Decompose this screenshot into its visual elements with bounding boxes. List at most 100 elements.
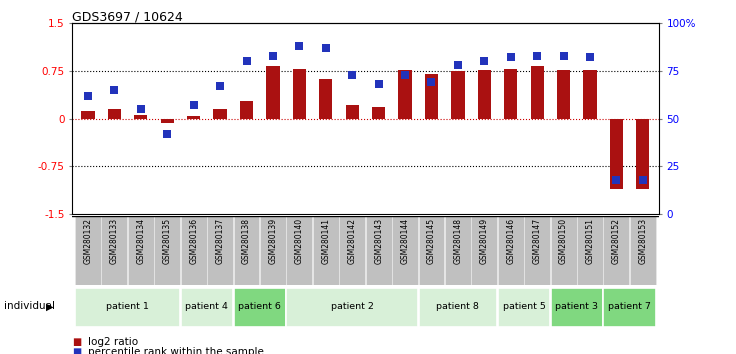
Text: patient 2: patient 2 (330, 302, 374, 311)
Bar (339, 216, 365, 285)
Bar (233, 216, 260, 285)
Bar (233, 289, 286, 327)
Bar (610, 119, 623, 189)
Text: GSM280138: GSM280138 (242, 218, 251, 264)
Text: patient 4: patient 4 (185, 302, 228, 311)
Point (399, 72, 411, 78)
Text: GSM280144: GSM280144 (400, 218, 409, 264)
Bar (630, 216, 656, 285)
Bar (478, 69, 491, 119)
Point (214, 83, 226, 89)
Text: GSM280136: GSM280136 (189, 218, 198, 264)
Text: patient 1: patient 1 (106, 302, 149, 311)
Point (611, 177, 623, 183)
Point (135, 106, 146, 112)
Point (161, 131, 173, 137)
Text: ▶: ▶ (46, 301, 53, 311)
Point (425, 79, 437, 85)
Text: GSM280132: GSM280132 (83, 218, 93, 264)
Text: GSM280141: GSM280141 (322, 218, 330, 264)
Text: patient 7: patient 7 (608, 302, 651, 311)
Text: GSM280142: GSM280142 (347, 218, 357, 264)
Point (452, 62, 464, 68)
Bar (286, 216, 312, 285)
Text: individual: individual (4, 301, 54, 311)
Text: GSM280140: GSM280140 (295, 218, 304, 264)
Point (267, 53, 279, 58)
Bar (425, 74, 438, 119)
Text: log2 ratio: log2 ratio (88, 337, 138, 347)
Text: ■: ■ (72, 347, 82, 354)
Bar (187, 116, 200, 119)
Bar (419, 289, 498, 327)
Text: GSM280145: GSM280145 (427, 218, 436, 264)
Text: patient 6: patient 6 (238, 302, 281, 311)
Text: GSM280146: GSM280146 (506, 218, 515, 264)
Bar (346, 104, 359, 119)
Text: GSM280137: GSM280137 (216, 218, 224, 264)
Point (320, 45, 332, 51)
Bar (419, 216, 445, 285)
Point (294, 43, 305, 49)
Bar (134, 115, 147, 119)
Point (108, 87, 120, 93)
Bar (366, 216, 392, 285)
Bar (504, 69, 517, 119)
Bar (107, 109, 121, 119)
Bar (207, 216, 233, 285)
Bar (313, 216, 339, 285)
Point (531, 53, 543, 58)
Point (478, 58, 490, 64)
Text: GSM280148: GSM280148 (453, 218, 462, 264)
Point (82, 93, 94, 98)
Bar (266, 66, 280, 119)
Point (372, 81, 384, 87)
Bar (498, 216, 524, 285)
Text: GSM280151: GSM280151 (586, 218, 595, 264)
Bar (445, 216, 471, 285)
Bar (372, 107, 385, 119)
Text: GSM280143: GSM280143 (374, 218, 383, 264)
Bar (128, 216, 154, 285)
Point (347, 72, 358, 78)
Bar (319, 79, 333, 119)
Bar (551, 289, 603, 327)
Bar (398, 70, 411, 119)
Bar (531, 66, 544, 119)
Text: GSM280135: GSM280135 (163, 218, 171, 264)
Point (505, 55, 517, 60)
Bar (471, 216, 498, 285)
Point (584, 55, 596, 60)
Bar (75, 216, 101, 285)
Text: percentile rank within the sample: percentile rank within the sample (88, 347, 264, 354)
Text: GSM280149: GSM280149 (480, 218, 489, 264)
Text: GSM280139: GSM280139 (269, 218, 277, 264)
Bar (577, 216, 603, 285)
Text: ■: ■ (72, 337, 82, 347)
Bar (524, 216, 550, 285)
Point (558, 53, 570, 58)
Point (188, 102, 199, 108)
Bar (498, 289, 550, 327)
Bar (451, 72, 464, 119)
Text: GSM280134: GSM280134 (136, 218, 145, 264)
Bar (82, 111, 95, 119)
Bar (181, 289, 233, 327)
Bar (551, 216, 576, 285)
Bar (160, 119, 174, 123)
Text: GSM280152: GSM280152 (612, 218, 621, 264)
Text: GSM280133: GSM280133 (110, 218, 119, 264)
Text: GDS3697 / 10624: GDS3697 / 10624 (72, 10, 183, 23)
Bar (260, 216, 286, 285)
Text: patient 8: patient 8 (436, 302, 479, 311)
Bar (75, 289, 180, 327)
Bar (286, 289, 418, 327)
Point (637, 177, 648, 183)
Bar (240, 101, 253, 119)
Text: GSM280150: GSM280150 (559, 218, 568, 264)
Bar (102, 216, 127, 285)
Bar (155, 216, 180, 285)
Point (241, 58, 252, 64)
Bar (293, 69, 306, 119)
Text: patient 3: patient 3 (555, 302, 598, 311)
